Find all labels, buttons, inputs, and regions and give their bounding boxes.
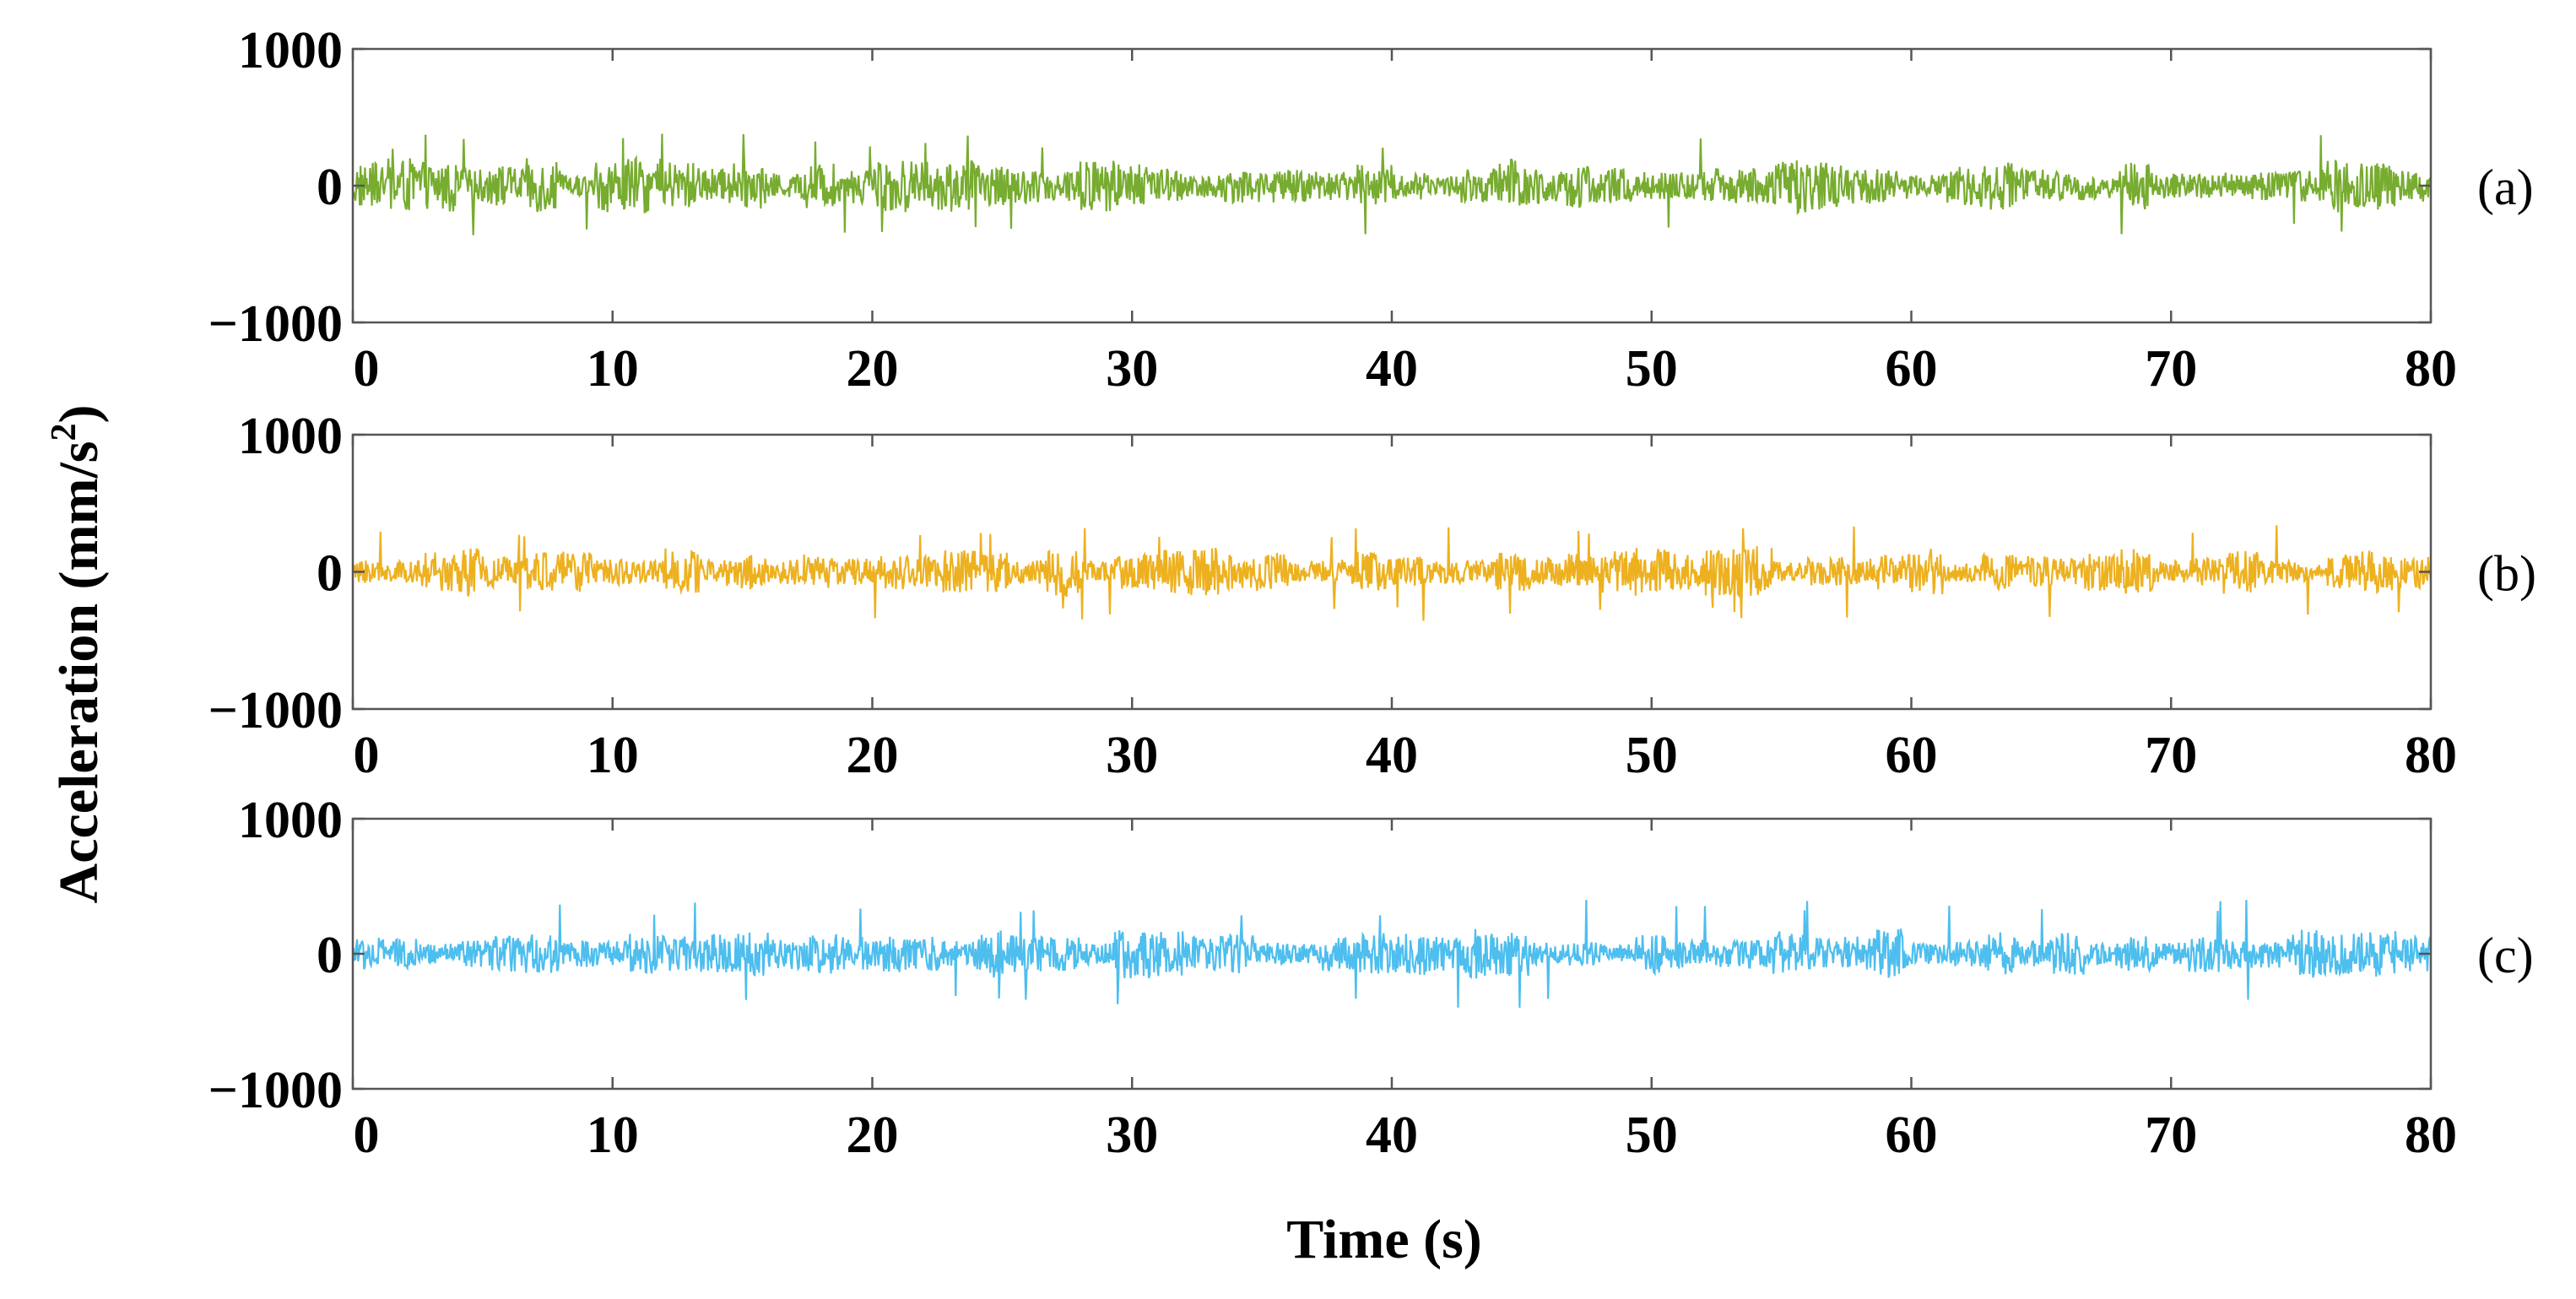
series-line-1 xyxy=(353,133,2431,235)
x-tick-label: 40 xyxy=(1366,1107,1418,1164)
y-axis-title: Acceleration (mm/s2) xyxy=(45,405,110,904)
y-tick-label: 0 xyxy=(317,927,343,984)
x-tick-label: 50 xyxy=(1626,727,1678,784)
series-line-2 xyxy=(353,525,2431,621)
y-tick-label: 0 xyxy=(317,545,343,603)
x-tick-label: 80 xyxy=(2405,1107,2457,1164)
x-tick-label: 50 xyxy=(1626,1107,1678,1164)
x-tick-label: 0 xyxy=(354,1107,380,1164)
y-tick-label: 0 xyxy=(317,159,343,216)
y-axis-title-superscript: 2 xyxy=(45,424,84,441)
x-tick-label: 60 xyxy=(1886,340,1938,398)
x-tick-label: 30 xyxy=(1106,340,1158,398)
x-tick-label: 10 xyxy=(587,727,639,784)
x-tick-label: 80 xyxy=(2405,340,2457,398)
x-tick-label: 60 xyxy=(1886,1107,1938,1164)
x-tick-label: 0 xyxy=(354,727,380,784)
y-axis-title-main: Acceleration (mm/s xyxy=(48,441,110,904)
y-tick-label: −1000 xyxy=(208,1062,343,1119)
x-tick-label: 40 xyxy=(1366,340,1418,398)
panel-label-1: (a) xyxy=(2477,160,2534,215)
x-tick-label: 70 xyxy=(2145,1107,2197,1164)
y-axis-title-end: ) xyxy=(48,405,110,424)
x-tick-label: 80 xyxy=(2405,727,2457,784)
x-tick-label: 70 xyxy=(2145,340,2197,398)
x-tick-label: 20 xyxy=(847,727,899,784)
x-tick-label: 30 xyxy=(1106,727,1158,784)
y-tick-label: −1000 xyxy=(208,682,343,739)
y-tick-label: 1000 xyxy=(238,22,343,79)
x-tick-label: 50 xyxy=(1626,340,1678,398)
y-tick-label: 1000 xyxy=(238,408,343,465)
x-tick-label: 20 xyxy=(847,1107,899,1164)
x-tick-label: 0 xyxy=(354,340,380,398)
x-tick-label: 70 xyxy=(2145,727,2197,784)
x-tick-label: 10 xyxy=(587,1107,639,1164)
series-line-3 xyxy=(353,900,2431,1008)
y-tick-label: 1000 xyxy=(238,792,343,849)
x-tick-label: 10 xyxy=(587,340,639,398)
panel-label-3: (c) xyxy=(2477,928,2534,983)
x-tick-label: 60 xyxy=(1886,727,1938,784)
x-axis-title: Time (s) xyxy=(1286,1209,1482,1270)
x-tick-label: 20 xyxy=(847,340,899,398)
x-tick-label: 40 xyxy=(1366,727,1418,784)
y-tick-label: −1000 xyxy=(208,295,343,353)
panel-label-2: (b) xyxy=(2477,546,2536,602)
x-tick-label: 30 xyxy=(1106,1107,1158,1164)
